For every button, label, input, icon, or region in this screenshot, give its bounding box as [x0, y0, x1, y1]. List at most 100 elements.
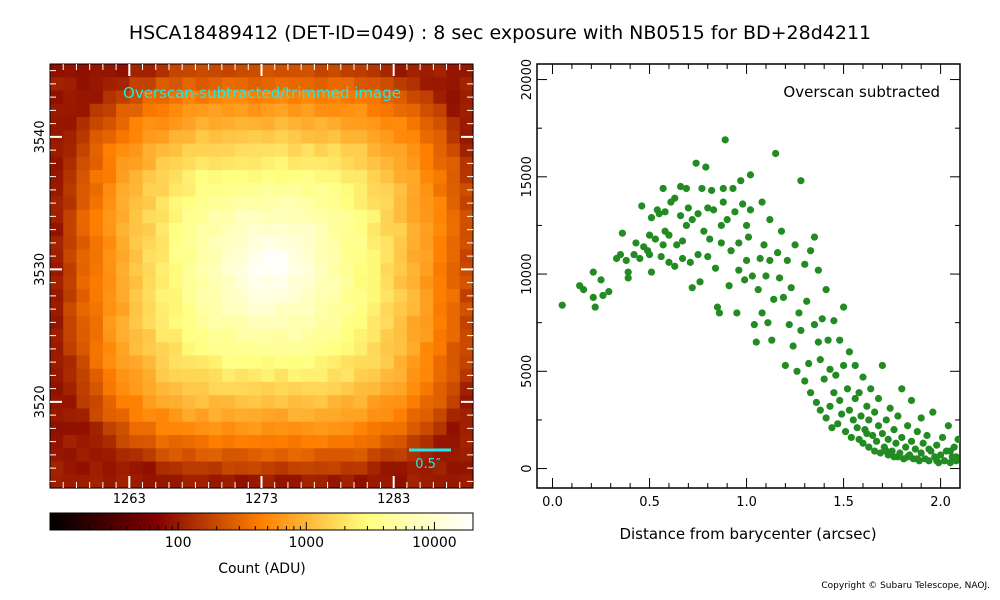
scatter-point — [752, 338, 760, 346]
image-pixel — [261, 302, 276, 317]
image-pixel — [235, 382, 249, 396]
image-pixel — [406, 461, 421, 476]
image-pixel — [327, 156, 342, 171]
image-pixel — [195, 289, 210, 304]
scatter-point — [863, 429, 871, 438]
image-pixel — [195, 77, 210, 92]
image-pixel — [221, 315, 236, 330]
image-pixel — [142, 289, 157, 304]
scatter-point — [904, 453, 912, 461]
image-pixel — [420, 302, 434, 317]
image-pixel — [116, 461, 130, 476]
image-pixel — [182, 170, 197, 184]
image-pixel — [50, 276, 64, 290]
scatter-point — [863, 402, 871, 410]
image-pixel — [380, 395, 395, 410]
scatter-point — [682, 184, 691, 193]
image-pixel — [274, 183, 289, 198]
image-pixel — [63, 461, 78, 476]
image-pixel — [446, 262, 461, 277]
image-pixel — [380, 474, 395, 489]
image-pixel — [116, 262, 130, 277]
scatter-point — [638, 202, 646, 210]
image-pixel — [182, 461, 197, 476]
scatter-point — [597, 276, 605, 284]
image-pixel — [195, 223, 210, 237]
image-pixel — [459, 196, 474, 211]
image-pixel — [142, 355, 157, 370]
image-pixel — [102, 368, 117, 383]
image-pixel — [63, 64, 78, 78]
scatter-point — [704, 204, 712, 212]
image-pixel — [182, 315, 197, 330]
image-pixel — [301, 183, 315, 198]
image-pixel — [301, 395, 315, 410]
image-pixel — [235, 276, 249, 290]
scatter-point — [836, 396, 844, 405]
image-pixel — [168, 474, 183, 489]
image-pixel — [89, 103, 104, 118]
image-pixel — [116, 130, 130, 145]
image-pixel — [142, 64, 157, 78]
image-pixel — [433, 262, 448, 277]
image-pixel — [367, 262, 382, 277]
image-pixel — [129, 64, 144, 78]
image-pixel — [354, 289, 368, 304]
image-pixel — [76, 395, 91, 410]
image-pixel — [50, 209, 64, 224]
image-pixel — [367, 474, 382, 489]
image-pixel — [168, 276, 183, 290]
image-pixel — [248, 368, 263, 383]
image-pixel — [380, 315, 395, 330]
image-pixel — [354, 461, 368, 476]
image-pixel — [340, 355, 355, 370]
image-pixel — [459, 156, 474, 171]
image-pixel — [235, 223, 249, 237]
image-pixel — [195, 170, 210, 184]
image-pixel — [142, 117, 157, 131]
scatter-point — [822, 286, 830, 294]
image-pixel — [195, 236, 210, 251]
image-pixel — [459, 223, 474, 237]
scatter-point — [779, 293, 788, 301]
image-pixel — [287, 262, 302, 277]
image-pixel — [420, 196, 434, 211]
image-pixel — [142, 77, 157, 92]
scatter-point — [878, 361, 886, 370]
image-pixel — [208, 448, 223, 463]
image-pixel — [208, 156, 223, 171]
image-pixel — [287, 448, 302, 463]
image-pixel — [208, 395, 223, 410]
image-pixel — [327, 262, 342, 277]
image-pixel — [116, 395, 130, 410]
image-pixel — [129, 435, 144, 449]
scatter-point — [721, 136, 729, 144]
image-pixel — [406, 435, 421, 449]
image-pixel — [340, 435, 355, 449]
scatter-point — [624, 268, 632, 276]
image-pixel — [340, 156, 355, 171]
image-pixel — [50, 90, 64, 105]
image-pixel — [248, 395, 263, 410]
image-ticks: 1263 1273 1283 3520 3530 3540 — [33, 64, 473, 507]
image-pixel — [221, 183, 236, 198]
image-pixel — [182, 196, 197, 211]
image-pixel — [102, 236, 117, 251]
scatter-point — [878, 429, 886, 438]
image-pixel — [116, 448, 130, 463]
scatter-point — [832, 371, 840, 379]
image-pixel — [208, 355, 223, 370]
image-pixel — [340, 262, 355, 277]
image-pixel — [129, 183, 144, 198]
image-pixel — [182, 421, 197, 436]
image-pixel — [63, 355, 78, 370]
image-pixel — [301, 368, 315, 383]
scatter-point — [741, 276, 749, 284]
image-pixel — [50, 183, 64, 198]
scatter-point — [698, 184, 706, 193]
scatter-point — [651, 235, 659, 243]
image-pixel — [406, 77, 421, 92]
image-pixel — [235, 156, 249, 171]
image-pixel — [155, 117, 170, 131]
image-pixel — [301, 103, 315, 118]
